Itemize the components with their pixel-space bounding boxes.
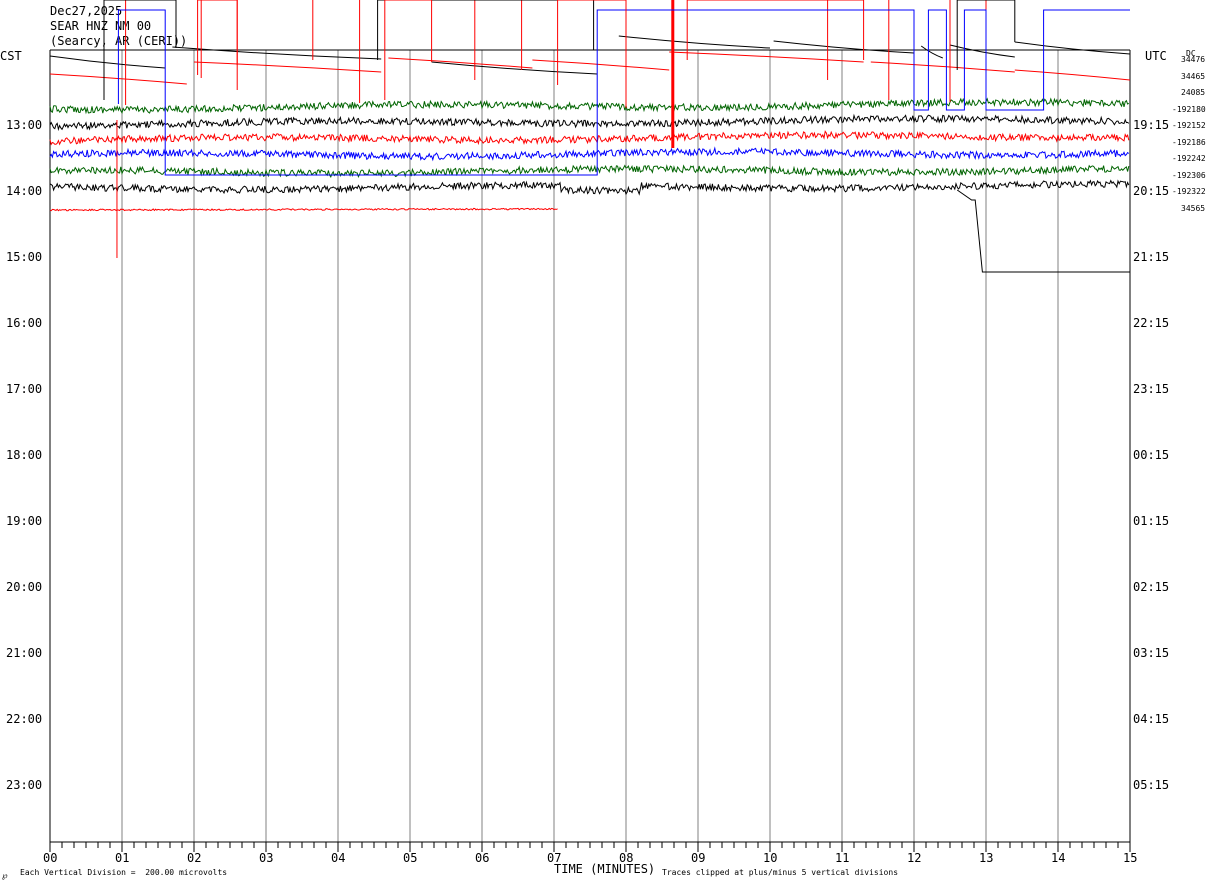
x-tick-label: 10: [763, 851, 778, 865]
clip-note: Traces clipped at plus/minus 5 vertical …: [662, 868, 899, 877]
x-tick-label: 04: [331, 851, 346, 865]
x-tick-label: 01: [115, 851, 130, 865]
x-tick-label: 12: [907, 851, 922, 865]
seismic-trace: [1014, 69, 1131, 81]
left-time-label: 13:00: [6, 118, 43, 132]
right-time-label: 00:15: [1133, 448, 1170, 462]
dc-offset-value: -192306: [1172, 170, 1206, 180]
seismic-trace: [773, 40, 915, 54]
x-tick-label: 11: [835, 851, 850, 865]
left-time-label: 16:00: [6, 316, 43, 330]
dc-offset-value: -192186: [1172, 137, 1206, 147]
seismic-trace: [49, 55, 166, 69]
right-time-label: 01:15: [1133, 514, 1170, 528]
seismic-trace: [117, 9, 1130, 176]
left-time-label: 15:00: [6, 250, 43, 264]
left-time-label: 19:00: [6, 514, 43, 528]
x-tick-label: 06: [475, 851, 490, 865]
seismic-trace: [870, 61, 1015, 73]
x-tick-label: 15: [1123, 851, 1138, 865]
seismic-trace: [49, 207, 558, 212]
right-time-label: 03:15: [1133, 646, 1170, 660]
x-tick-label: 00: [43, 851, 58, 865]
right-time-label: 21:15: [1133, 250, 1170, 264]
left-time-label: 18:00: [6, 448, 43, 462]
right-timezone-label: UTC: [1145, 49, 1167, 63]
dc-offset-value: -192322: [1172, 187, 1206, 196]
seismic-trace: [956, 189, 1130, 273]
left-time-label: 21:00: [6, 646, 43, 660]
right-time-label: 23:15: [1133, 382, 1170, 396]
seismic-trace: [49, 113, 1130, 132]
right-time-label: 22:15: [1133, 316, 1170, 330]
scale-note: Each Vertical Division = 200.00 microvol…: [20, 868, 228, 877]
x-tick-label: 05: [403, 851, 418, 865]
left-timezone-label: CST: [0, 49, 22, 63]
seismic-trace: [920, 45, 943, 59]
seismic-trace: [669, 51, 864, 63]
seismic-trace: [618, 35, 771, 49]
dc-offset-value: 24085: [1181, 88, 1206, 97]
seismic-trace: [388, 57, 533, 69]
x-tick-label: 14: [1051, 851, 1066, 865]
dc-offset-value: -192242: [1172, 154, 1206, 163]
right-time-label: 04:15: [1133, 712, 1170, 726]
seismic-trace: [431, 61, 598, 75]
right-time-label: 05:15: [1133, 778, 1170, 792]
seismic-trace: [49, 97, 1130, 115]
clipped-spike: [103, 0, 1016, 100]
left-time-label: 22:00: [6, 712, 43, 726]
seismic-trace: [193, 61, 382, 73]
x-tick-label: 13: [979, 851, 994, 865]
left-time-label: 17:00: [6, 382, 43, 396]
corner-mark: ℘: [2, 871, 8, 880]
x-tick-label: 07: [547, 851, 562, 865]
dc-offset-value: -192152: [1172, 121, 1206, 130]
x-axis-title: TIME (MINUTES): [554, 862, 656, 876]
left-time-label: 23:00: [6, 778, 43, 792]
seismic-trace: [49, 130, 1130, 146]
right-time-label: 20:15: [1133, 184, 1170, 198]
seismic-trace: [49, 146, 1130, 162]
x-tick-label: 09: [691, 851, 706, 865]
dc-offset-value: 34565: [1181, 203, 1206, 213]
seismic-trace: [172, 46, 382, 60]
left-time-label: 14:00: [6, 184, 43, 198]
dc-offset-value: 34465: [1181, 71, 1206, 81]
seismic-trace: [49, 179, 1130, 196]
x-tick-label: 02: [187, 851, 202, 865]
x-tick-label: 03: [259, 851, 274, 865]
left-time-label: 20:00: [6, 580, 43, 594]
x-tick-label: 08: [619, 851, 634, 865]
dc-offset-value: 34476: [1181, 55, 1206, 64]
right-time-label: 02:15: [1133, 580, 1170, 594]
seismic-trace: [1014, 41, 1131, 55]
right-time-label: 19:15: [1133, 118, 1170, 132]
seismic-trace: [49, 164, 1130, 178]
seismic-trace: [532, 59, 670, 71]
seismic-trace: [949, 44, 1015, 58]
dc-label: DC: [1186, 49, 1196, 58]
dc-offset-value: -192180: [1172, 104, 1206, 114]
